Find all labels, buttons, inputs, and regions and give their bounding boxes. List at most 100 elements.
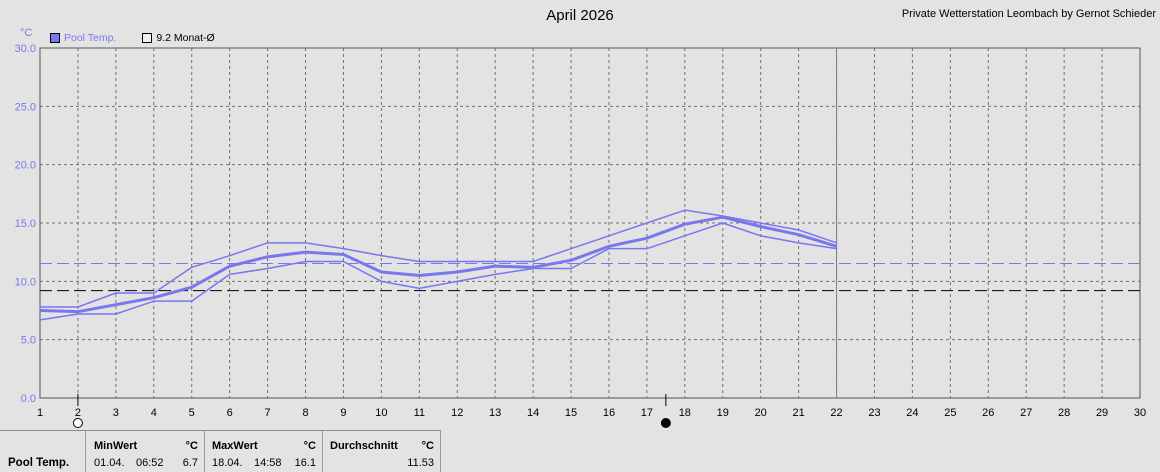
data-point [342,253,345,256]
data-point [759,222,762,224]
legend: Pool Temp. 9.2 Monat-Ø [50,32,241,44]
y-tick-label: 5.0 [21,335,36,347]
series-line-mean [39,215,837,314]
data-point [797,242,800,244]
min-date: 01.04. [94,457,125,469]
data-point [190,300,193,302]
x-tick-label: 4 [151,407,157,419]
x-tick-label: 7 [265,407,271,419]
data-point [342,260,345,263]
data-point [77,310,79,313]
data-point [39,309,41,312]
y-tick-label: 25.0 [15,101,36,113]
x-tick-label: 29 [1096,407,1108,419]
data-point [190,286,193,288]
data-point [190,266,193,269]
y-tick-label: 30.0 [15,43,36,55]
data-point [494,260,496,263]
y-tick-label: 15.0 [15,218,36,230]
stats-max-cell: MaxWert °C 18.04. 14:58 16.1 [205,431,323,472]
chart-title: April 2026 [546,7,614,24]
x-tick-label: 18 [679,407,691,419]
data-point [532,266,534,269]
data-point [418,274,421,277]
x-tick-label: 6 [227,407,233,419]
new-moon-icon [660,418,671,428]
x-tick-label: 28 [1058,407,1070,419]
min-unit: °C [185,440,198,452]
data-point [684,235,686,237]
max-unit: °C [303,440,316,452]
data-point [684,209,686,211]
y-tick-label: 10.0 [15,276,36,288]
data-point [77,313,79,315]
x-tick-label: 23 [868,407,880,419]
data-point [152,300,155,302]
data-point [684,223,686,225]
min-header: MinWert [94,440,138,452]
x-tick-label: 19 [717,407,729,419]
legend-item-average[interactable]: 9.2 Monat-Ø [142,32,215,44]
avg-value: 11.53 [407,457,434,469]
data-point [456,260,459,263]
max-date: 18.04. [212,457,243,469]
data-point [797,229,800,231]
x-tick-label: 24 [906,407,918,419]
data-point [646,222,648,224]
legend-item-pool[interactable]: Pool Temp. [50,32,116,44]
data-point [418,260,421,263]
data-point [835,247,838,250]
data-point [418,287,421,290]
stats-row-label: Pool Temp. [8,457,70,469]
x-tick-label: 11 [414,407,425,419]
x-tick-label: 5 [189,407,195,419]
x-tick-label: 12 [451,407,463,419]
x-tick-label: 26 [982,407,994,419]
data-point [39,306,41,308]
data-point [759,235,762,237]
data-point [380,280,383,283]
max-value: 16.1 [294,457,316,469]
stats-avg-cell: Durchschnitt °C 11.53 [323,431,441,472]
x-tick-label: 27 [1020,407,1032,419]
data-point [759,225,762,228]
data-point [304,260,307,263]
data-point [608,247,610,250]
y-tick-label: 20.0 [15,160,36,172]
x-tick-label: 20 [755,407,767,419]
data-point [570,259,572,262]
data-point [228,273,231,276]
data-point [570,247,572,250]
data-point [342,247,345,250]
data-point [266,267,269,270]
x-tick-label: 8 [302,407,308,419]
data-point [266,242,269,244]
temperature-chart: 1 2 3 4 5 6 7 8 9 10 11 12 13 14 15 16 17 18 19 20 21 22 23 24 2… [15,27,1146,428]
y-tick-label: 0.0 [21,393,36,405]
min-value: 6.7 [182,457,198,469]
data-point [608,245,610,248]
series-line-max [40,209,837,308]
data-point [608,235,610,237]
x-tick-label: 30 [1134,407,1146,419]
x-tick-label: 1 [37,407,43,419]
plot-area [39,47,1141,399]
stats-row-cell: Pool Temp. [0,431,86,472]
stats-min-cell: MinWert °C 01.04. 06:52 6.7 [86,431,205,472]
data-point [646,237,648,239]
avg-unit: °C [421,440,434,452]
max-header: MaxWert [212,440,258,452]
data-point [570,267,572,270]
legend-swatch-pool [50,33,60,43]
data-point [39,319,41,321]
data-point [115,303,117,306]
data-point [721,216,724,218]
data-point [304,242,307,244]
data-point [835,245,838,248]
y-axis-unit: °C [20,27,32,39]
data-point [494,273,496,276]
data-point [228,265,231,267]
data-point [228,254,231,257]
data-point [380,254,383,257]
legend-label-average: 9.2 Monat-Ø [156,32,215,44]
